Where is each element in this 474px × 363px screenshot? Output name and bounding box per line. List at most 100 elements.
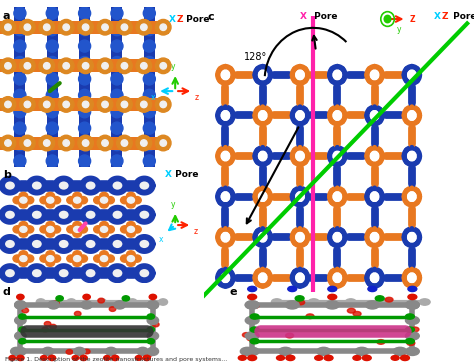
Circle shape: [0, 271, 5, 276]
Circle shape: [82, 62, 89, 69]
Circle shape: [46, 40, 58, 52]
Text: Figure 1. Description of the zeolite nanostructures and pore systems...: Figure 1. Description of the zeolite nan…: [5, 357, 227, 362]
Circle shape: [332, 151, 342, 162]
Circle shape: [121, 62, 128, 69]
Text: Z: Z: [442, 12, 448, 21]
Circle shape: [303, 118, 308, 124]
Circle shape: [34, 219, 39, 223]
Circle shape: [88, 189, 93, 194]
Circle shape: [52, 255, 61, 262]
Circle shape: [121, 140, 128, 146]
Circle shape: [377, 240, 383, 246]
Circle shape: [86, 211, 95, 219]
Circle shape: [7, 177, 13, 182]
Circle shape: [292, 269, 297, 275]
Circle shape: [253, 113, 258, 118]
Circle shape: [329, 188, 335, 194]
Circle shape: [297, 202, 303, 208]
Text: Pore: Pore: [183, 15, 209, 24]
Circle shape: [86, 240, 95, 248]
Circle shape: [100, 230, 109, 237]
Circle shape: [255, 118, 260, 124]
Circle shape: [404, 269, 409, 275]
Circle shape: [149, 213, 155, 217]
Circle shape: [78, 97, 93, 112]
Circle shape: [137, 276, 142, 280]
Circle shape: [120, 208, 126, 212]
Circle shape: [329, 240, 335, 246]
Circle shape: [405, 301, 419, 309]
Circle shape: [0, 97, 16, 112]
Circle shape: [329, 200, 335, 205]
Circle shape: [13, 266, 18, 271]
Circle shape: [335, 267, 340, 272]
Circle shape: [290, 234, 295, 240]
Circle shape: [42, 242, 47, 246]
Circle shape: [328, 286, 337, 291]
Circle shape: [362, 355, 371, 360]
Circle shape: [366, 118, 372, 124]
Circle shape: [268, 194, 273, 200]
Circle shape: [292, 159, 297, 165]
Circle shape: [218, 228, 223, 234]
Circle shape: [409, 145, 414, 151]
Circle shape: [56, 179, 61, 183]
Circle shape: [223, 283, 228, 289]
Circle shape: [377, 107, 383, 113]
Circle shape: [253, 194, 258, 200]
Circle shape: [73, 230, 82, 237]
Circle shape: [329, 281, 335, 286]
Circle shape: [155, 135, 171, 151]
Circle shape: [19, 97, 35, 112]
Circle shape: [120, 188, 126, 192]
Circle shape: [13, 255, 22, 262]
Circle shape: [238, 356, 246, 360]
Circle shape: [260, 185, 265, 191]
Circle shape: [58, 97, 74, 112]
Circle shape: [292, 188, 297, 194]
Circle shape: [81, 242, 86, 246]
Circle shape: [66, 350, 73, 354]
Circle shape: [79, 7, 91, 19]
Circle shape: [127, 230, 135, 237]
Circle shape: [335, 242, 340, 248]
Circle shape: [66, 266, 72, 271]
Text: c: c: [208, 12, 215, 22]
Circle shape: [95, 242, 101, 246]
Circle shape: [69, 271, 74, 276]
Circle shape: [230, 113, 236, 118]
Bar: [79, 7, 90, 167]
Circle shape: [111, 7, 123, 19]
Circle shape: [2, 208, 7, 212]
Circle shape: [111, 73, 123, 85]
Circle shape: [372, 267, 377, 272]
Circle shape: [415, 228, 420, 234]
Circle shape: [260, 202, 265, 208]
Circle shape: [107, 242, 112, 246]
Circle shape: [292, 78, 297, 83]
Circle shape: [405, 347, 419, 355]
Circle shape: [97, 58, 113, 74]
Circle shape: [370, 110, 380, 121]
Circle shape: [366, 240, 372, 246]
Circle shape: [109, 188, 115, 192]
Circle shape: [407, 70, 417, 80]
Circle shape: [82, 266, 88, 271]
Circle shape: [401, 153, 407, 159]
Circle shape: [102, 24, 108, 30]
Circle shape: [155, 58, 171, 74]
Circle shape: [342, 113, 347, 118]
Bar: [0, 136, 169, 150]
Circle shape: [59, 211, 69, 219]
Circle shape: [2, 246, 7, 250]
Circle shape: [260, 145, 265, 151]
Circle shape: [95, 213, 101, 217]
Circle shape: [98, 298, 104, 303]
Circle shape: [215, 113, 220, 118]
Text: Pore: Pore: [310, 12, 337, 21]
Circle shape: [120, 196, 129, 204]
Circle shape: [88, 277, 93, 282]
Circle shape: [372, 145, 377, 151]
Circle shape: [44, 140, 50, 146]
Circle shape: [112, 240, 122, 248]
